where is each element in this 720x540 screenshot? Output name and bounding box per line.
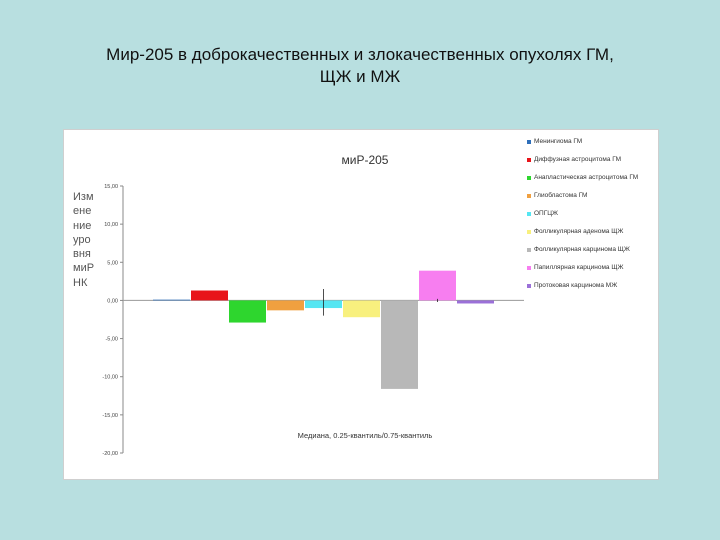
slide-title: Мир-205 в доброкачественных и злокачеств…: [20, 44, 700, 88]
legend-swatch: [527, 248, 531, 252]
slide-title-line-2: ЩЖ и МЖ: [319, 67, 401, 86]
legend-swatch: [527, 212, 531, 216]
legend-item: Фолликулярная карцинома ЩЖ: [527, 246, 659, 254]
legend-item: Менингиома ГМ: [527, 138, 659, 146]
y-tick-label: -10,00: [102, 375, 118, 381]
y-tick-label: -5,00: [105, 337, 118, 343]
chart-panel: миР-205 15,00 10,00 5,00 0,00 -5,00 -10,00 -15,…: [63, 129, 659, 480]
chart-title: миР-205: [342, 153, 389, 167]
bar: [267, 300, 304, 311]
y-axis-label: Изменение уровня миРНК: [73, 191, 95, 289]
legend-swatch: [527, 194, 531, 198]
legend-swatch: [527, 176, 531, 180]
y-tick-label: 15,00: [104, 184, 118, 190]
bar: [419, 270, 456, 301]
chart-legend: Менингиома ГМ Диффузная астроцитома ГМ Ана…: [527, 138, 659, 300]
x-axis-label: Медиана, 0.25-квантиль/0.75-квантиль: [298, 431, 433, 440]
y-tick-label: 5,00: [107, 260, 118, 266]
legend-swatch: [527, 158, 531, 162]
legend-item: Папиллярная карцинома ЩЖ: [527, 264, 659, 272]
legend-label: Фолликулярная карцинома ЩЖ: [534, 246, 630, 253]
legend-label: Протоковая карцинома МЖ: [534, 282, 618, 289]
legend-swatch: [527, 266, 531, 270]
y-tick-label: -20,00: [102, 451, 118, 457]
legend-label: Глиобластома ГМ: [534, 192, 588, 199]
legend-item: Анапластическая астроцитома ГМ: [527, 174, 659, 182]
slide-title-line-1: Мир-205 в доброкачественных и злокачеств…: [106, 45, 614, 64]
legend-label: Папиллярная карцинома ЩЖ: [534, 264, 624, 271]
y-tick-label: -15,00: [102, 413, 118, 419]
legend-label: Менингиома ГМ: [534, 138, 583, 145]
legend-item: Фолликулярная аденома ЩЖ: [527, 228, 659, 236]
bar: [153, 299, 190, 301]
chart-canvas: миР-205 15,00 10,00 5,00 0,00 -5,00 -10,00 -15,…: [102, 153, 524, 457]
bar: [343, 300, 380, 318]
legend-swatch: [527, 230, 531, 234]
legend-item: Диффузная астроцитома ГМ: [527, 156, 659, 164]
bar: [457, 300, 494, 304]
legend-item: Глиобластома ГМ: [527, 192, 659, 200]
legend-label: Диффузная астроцитома ГМ: [534, 156, 622, 163]
legend-label: Фолликулярная аденома ЩЖ: [534, 228, 624, 235]
bar: [381, 300, 418, 389]
legend-swatch: [527, 140, 531, 144]
legend-swatch: [527, 284, 531, 288]
bar: [229, 300, 266, 323]
y-tick-label: 0,00: [107, 298, 118, 304]
bar: [191, 290, 228, 301]
y-tick-label: 10,00: [104, 222, 118, 228]
legend-label: Анапластическая астроцитома ГМ: [534, 174, 639, 181]
legend-label: ОПГЦЖ: [534, 210, 559, 217]
legend-item: Протоковая карцинома МЖ: [527, 282, 659, 290]
legend-item: ОПГЦЖ: [527, 210, 659, 218]
